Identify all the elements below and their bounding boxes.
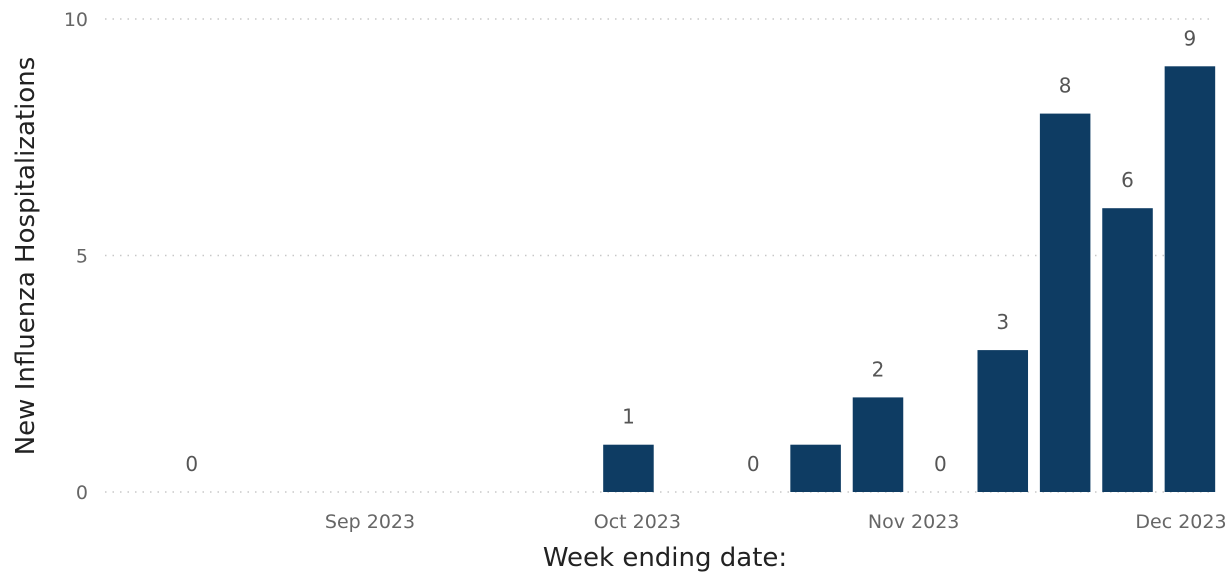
- data-label: 6: [1121, 168, 1134, 192]
- data-label: 0: [185, 452, 198, 476]
- bars: [603, 66, 1216, 493]
- y-tick-label: 5: [76, 246, 88, 268]
- bar[interactable]: [977, 350, 1029, 492]
- y-tick-label: 0: [76, 482, 88, 504]
- x-axis-title: Week ending date:: [543, 543, 787, 573]
- x-tick-label: Dec 2023: [1135, 511, 1226, 533]
- gridlines: [105, 18, 1215, 493]
- data-label: 3: [996, 310, 1009, 334]
- x-axis-ticks: Sep 2023 Oct 2023 Nov 2023 Dec 2023: [325, 511, 1227, 533]
- x-tick-label: Nov 2023: [868, 511, 959, 533]
- data-labels: 0 1 0 2 0 3 8 6 9: [185, 26, 1196, 476]
- bar[interactable]: [1039, 113, 1091, 492]
- data-label: 0: [747, 452, 760, 476]
- bar[interactable]: [1102, 208, 1153, 492]
- data-label: 2: [872, 357, 885, 381]
- x-tick-label: Oct 2023: [594, 511, 681, 533]
- x-tick-label: Sep 2023: [325, 511, 415, 533]
- y-axis-ticks: 0 5 10: [64, 9, 88, 504]
- y-axis-title: New Influenza Hospitalizations: [11, 57, 41, 456]
- bar[interactable]: [790, 444, 841, 492]
- bar[interactable]: [1164, 66, 1216, 493]
- data-label: 0: [934, 452, 947, 476]
- bar[interactable]: [603, 444, 654, 492]
- data-label: 9: [1184, 26, 1197, 50]
- bar[interactable]: [852, 397, 904, 492]
- data-label: 8: [1059, 74, 1072, 98]
- y-tick-label: 10: [64, 9, 88, 31]
- data-label: 1: [622, 405, 635, 429]
